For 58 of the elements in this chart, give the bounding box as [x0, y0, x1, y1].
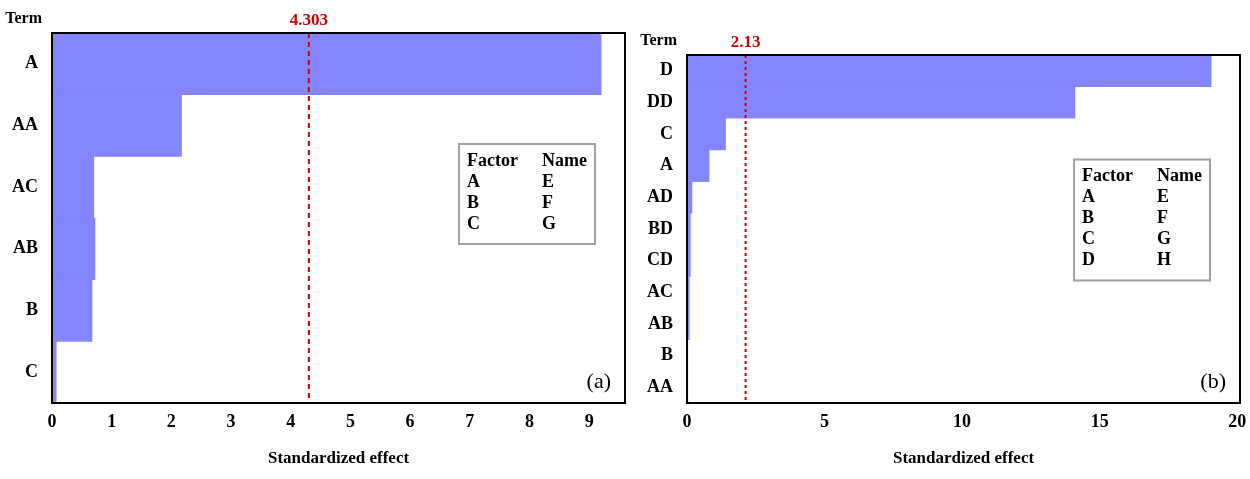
y-tick-label: B [25, 299, 38, 320]
annotation: Factor [1082, 165, 1134, 186]
annotation: E [542, 170, 555, 191]
y-tick-label: D [660, 59, 673, 80]
x-tick-label: 5 [820, 411, 830, 432]
y-tick-label: AA [647, 375, 673, 396]
x-tick-label: 7 [465, 411, 475, 432]
annotation: A [467, 170, 481, 191]
x-tick-label: 5 [345, 411, 355, 432]
y-tick-label: AC [12, 175, 38, 196]
y-tick-label: AB [12, 237, 38, 258]
ref-line-label: 2.13 [730, 31, 761, 51]
y-tick-label: CD [647, 249, 673, 270]
y-tick-label: B [660, 344, 673, 365]
annotation: B [1082, 207, 1095, 228]
y-tick-label: AD [647, 186, 673, 207]
annotation: Name [542, 149, 588, 170]
y-tick-label: AB [647, 312, 673, 333]
ref-line-label: 4.303 [289, 9, 328, 29]
x-tick-label: 6 [405, 411, 415, 432]
x-tick-label: 0 [47, 411, 57, 432]
x-tick-label: 2 [166, 411, 176, 432]
annotation: D [1082, 249, 1096, 270]
y-tick-label: A [25, 52, 38, 73]
y-tick-label: AA [12, 114, 38, 135]
annotation: Factor [467, 149, 519, 170]
annotation: G [542, 212, 557, 233]
x-tick-label: 4 [286, 411, 296, 432]
x-tick-label: 8 [525, 411, 534, 432]
x-tick-label: 3 [226, 411, 236, 432]
y-tick-label: DD [647, 91, 673, 112]
y-tick-label: A [660, 154, 673, 175]
y-tick-label: BD [647, 217, 673, 238]
x-tick-label: 1 [107, 411, 117, 432]
x-tick-label: 0 [682, 411, 692, 432]
annotation: C [467, 212, 481, 233]
annotation: E [1157, 186, 1170, 207]
x-tick-label: 20 [1228, 411, 1247, 432]
annotation: (b) [1200, 367, 1226, 393]
annotation: A [1082, 186, 1096, 207]
y-tick-label: AC [647, 280, 673, 301]
x-axis-title: Standardized effect [267, 448, 410, 468]
y-tick-label: C [660, 122, 673, 143]
annotation: (a) [586, 367, 611, 393]
x-axis-title: Standardized effect [892, 448, 1035, 468]
annotation: C [1082, 228, 1096, 249]
x-tick-label: 15 [1090, 411, 1109, 432]
y-axis-title: Term [640, 31, 678, 49]
annotation: G [1157, 228, 1172, 249]
annotation: F [542, 191, 554, 212]
x-tick-label: 9 [584, 411, 594, 432]
y-tick-label: C [25, 360, 38, 381]
x-tick-label: 10 [953, 411, 972, 432]
y-axis-title: Term [5, 9, 43, 27]
annotation: H [1157, 249, 1172, 270]
annotation: Name [1157, 165, 1203, 186]
annotation: B [467, 191, 480, 212]
annotation: F [1157, 207, 1169, 228]
